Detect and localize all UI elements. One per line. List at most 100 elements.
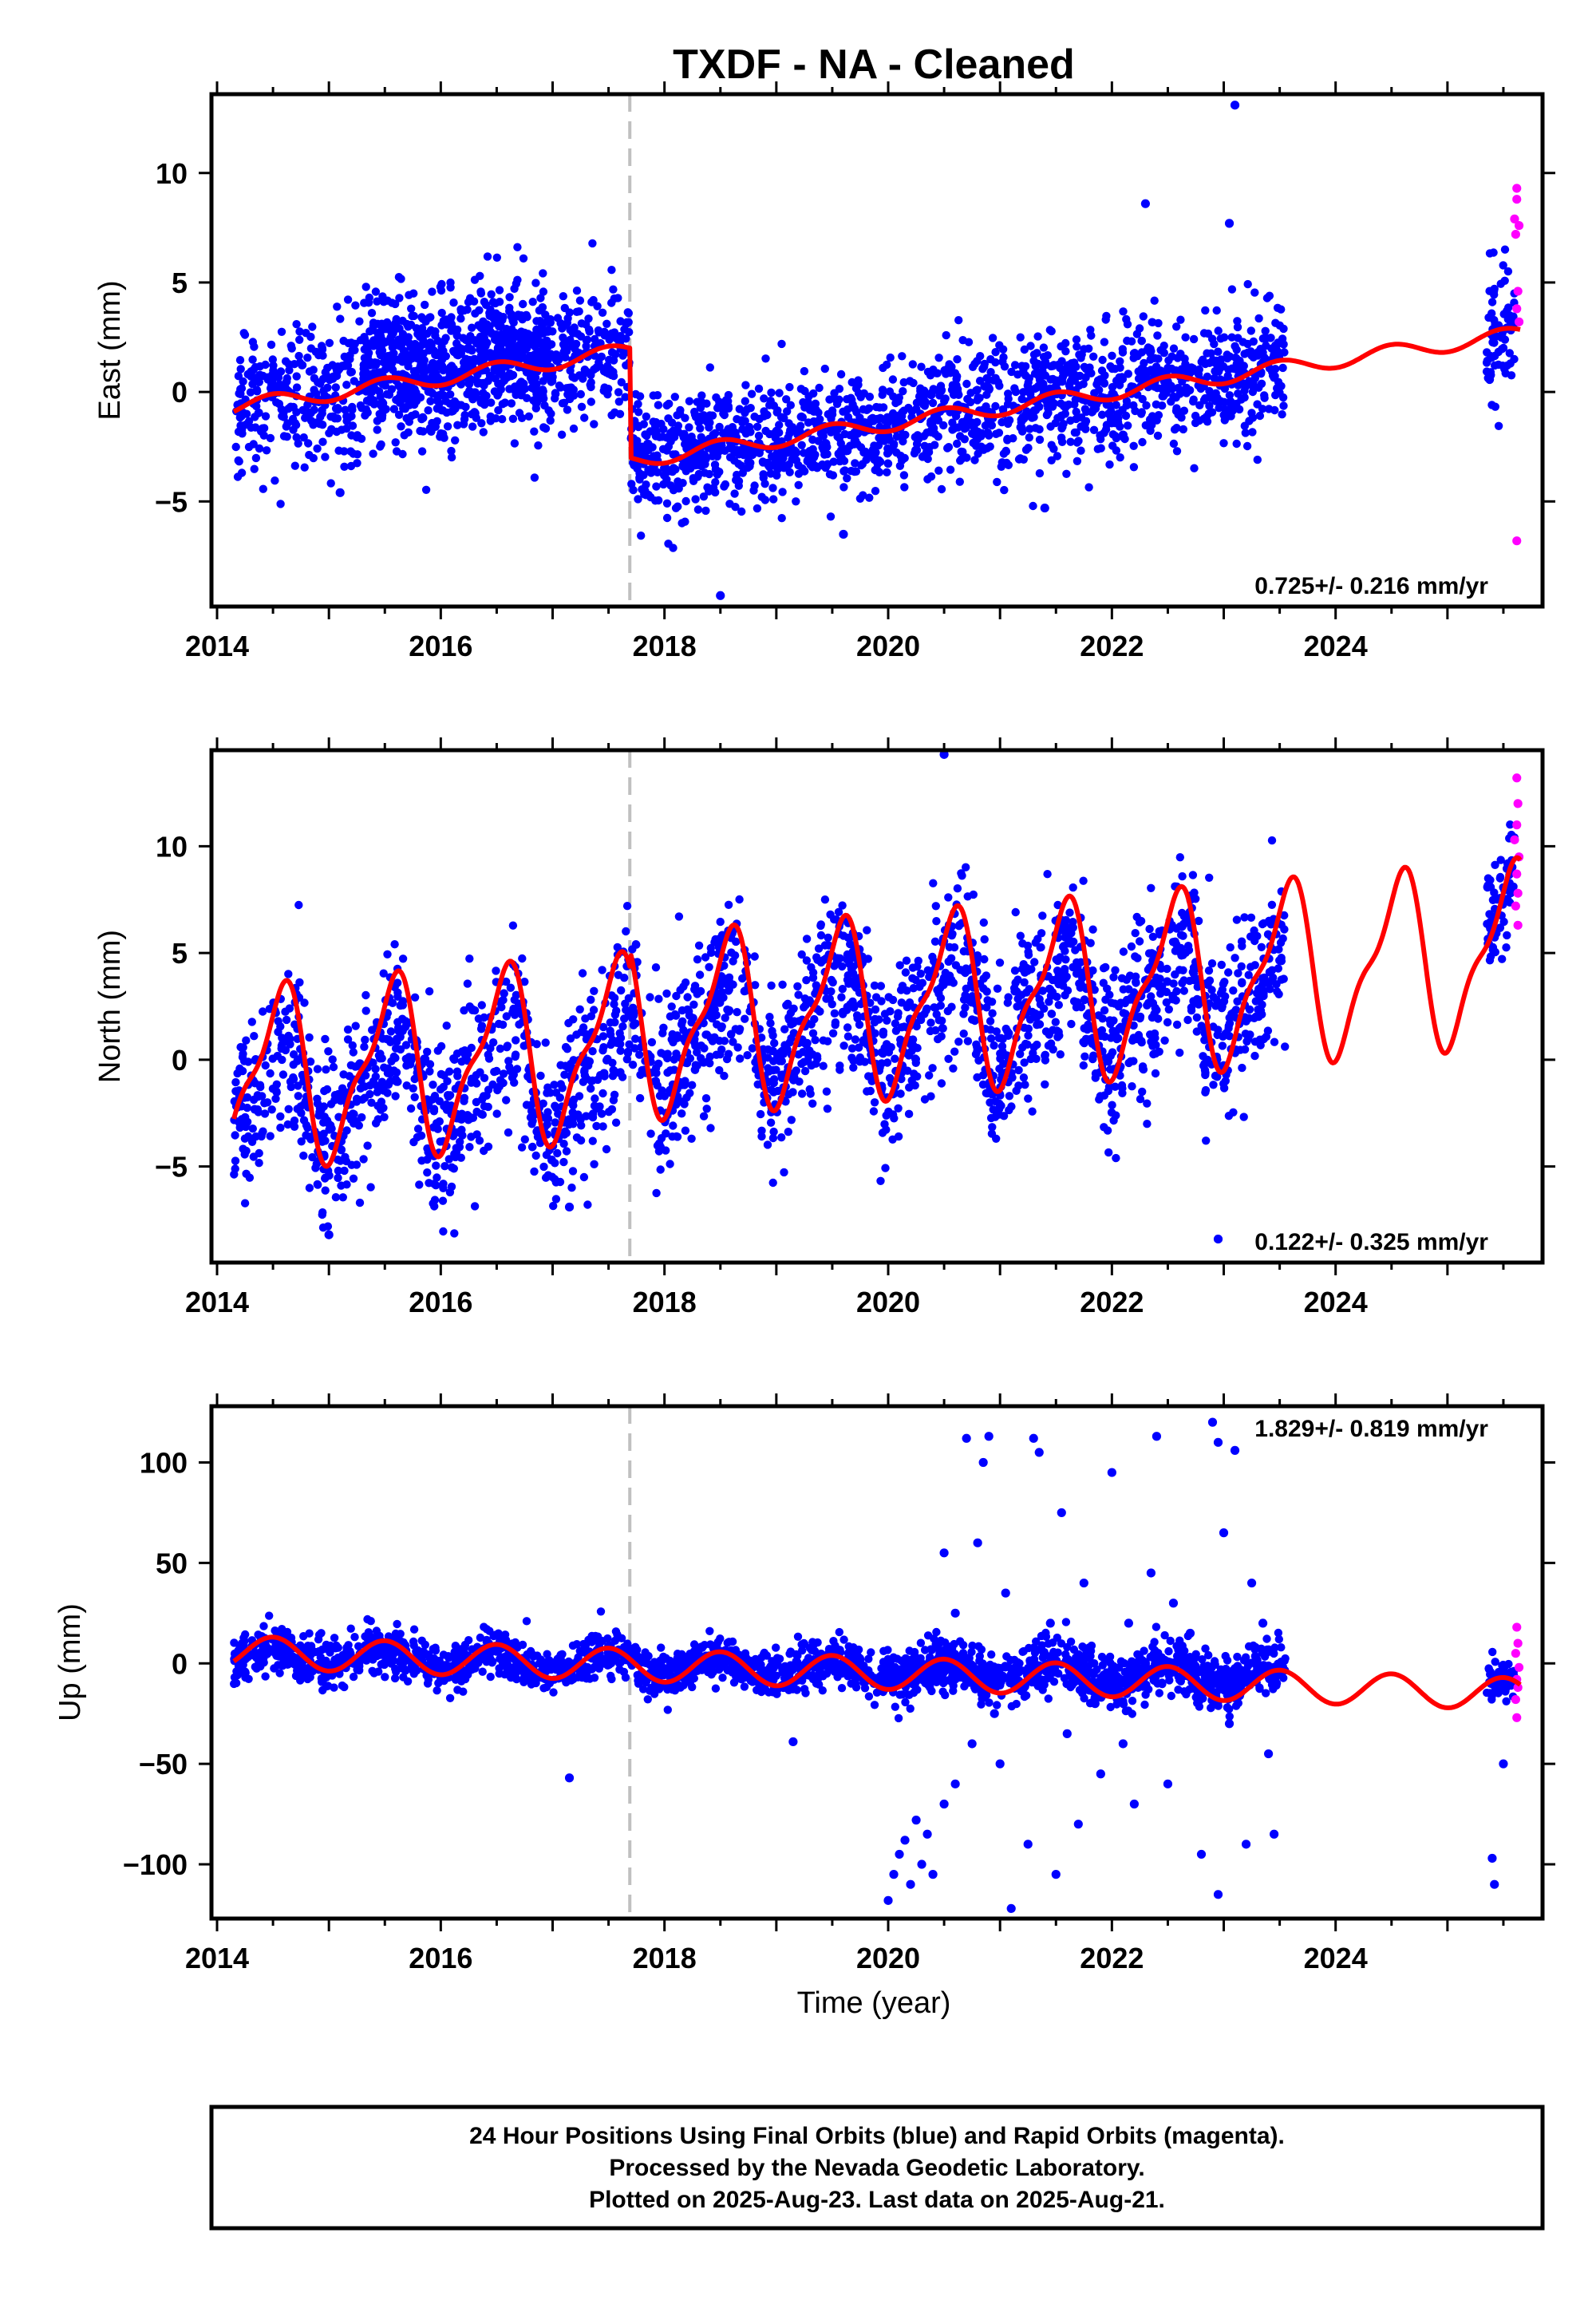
final-point (835, 385, 844, 393)
final-point (421, 300, 429, 310)
final-point (569, 1120, 578, 1128)
final-point (423, 1144, 432, 1153)
final-point (662, 513, 672, 523)
final-point (492, 253, 501, 262)
final-point (1172, 1020, 1182, 1030)
final-point (449, 1164, 458, 1173)
final-point (1009, 434, 1017, 443)
final-point (827, 414, 836, 423)
final-point (804, 397, 812, 406)
final-point (991, 401, 1000, 411)
final-point (800, 1066, 810, 1076)
final-point (397, 275, 405, 283)
final-point (369, 449, 377, 458)
final-point (333, 414, 342, 423)
final-outlier-point (1140, 199, 1151, 208)
final-point (342, 381, 351, 389)
final-point (730, 445, 739, 454)
final-point (1264, 405, 1274, 413)
final-point (1041, 357, 1050, 366)
final-point (499, 1069, 508, 1078)
final-point (869, 1107, 879, 1116)
final-outlier-point (335, 488, 345, 497)
y-tick-label: 10 (156, 157, 188, 190)
final-point (697, 391, 706, 400)
final-point (893, 1012, 903, 1021)
final-point (883, 360, 891, 370)
final-point (830, 1009, 839, 1018)
final-point (450, 1055, 459, 1065)
final-point (1039, 343, 1049, 352)
final-point (376, 1049, 385, 1058)
final-point (828, 427, 838, 436)
final-point (235, 1123, 244, 1132)
final-point (1214, 326, 1223, 335)
final-point (319, 1129, 328, 1138)
final-point (1195, 401, 1204, 409)
final-point (350, 1119, 358, 1128)
final-point (231, 1131, 239, 1140)
final-point (1150, 296, 1159, 305)
final-point (813, 955, 822, 965)
final-point (409, 289, 418, 298)
final-point (558, 324, 567, 333)
final-point (671, 450, 680, 459)
final-point (314, 377, 322, 387)
final-point (1229, 986, 1238, 995)
final-point (1103, 984, 1112, 994)
final-point (265, 1005, 274, 1014)
final-point (388, 366, 397, 374)
final-point (440, 365, 448, 373)
final-point (1262, 342, 1270, 350)
final-point (428, 372, 437, 381)
final-point (825, 395, 834, 404)
final-point (560, 303, 569, 313)
final-point (876, 1176, 885, 1186)
final-point (899, 377, 908, 387)
final-point (666, 1160, 674, 1168)
final-point (234, 427, 243, 437)
final-point (467, 1043, 476, 1053)
final-point (471, 388, 480, 397)
final-point (423, 1168, 432, 1177)
final-point (399, 346, 408, 355)
final-point (295, 327, 304, 336)
final-point (999, 353, 1008, 362)
final-point (1056, 1050, 1065, 1059)
final-point (389, 349, 398, 358)
final-point (753, 447, 762, 456)
final-point (1080, 345, 1088, 354)
final-point (485, 371, 495, 380)
final-point (606, 1026, 614, 1035)
final-point (885, 1073, 895, 1083)
final-point (982, 373, 991, 383)
final-point (1043, 351, 1053, 360)
final-point (373, 1088, 382, 1097)
final-point (460, 306, 468, 315)
final-point (502, 1012, 511, 1021)
final-point (870, 1098, 879, 1107)
final-point (836, 456, 844, 466)
final-point (746, 428, 755, 437)
final-point (618, 1073, 627, 1081)
final-point (413, 1124, 423, 1133)
final-point (300, 463, 309, 472)
final-point (1003, 419, 1013, 429)
final-point (1065, 381, 1074, 390)
final-point (436, 433, 444, 441)
final-point (735, 895, 744, 904)
final-point (494, 405, 503, 415)
final-point (921, 389, 930, 398)
final-point (1235, 405, 1244, 414)
final-point (456, 314, 465, 323)
final-point (498, 400, 507, 409)
final-point (377, 342, 386, 350)
final-point (871, 453, 879, 463)
final-point (590, 1160, 598, 1169)
final-point (1281, 1042, 1290, 1051)
final-point (1237, 395, 1246, 404)
final-point (557, 430, 567, 439)
final-point (1020, 413, 1029, 422)
final-point (1263, 930, 1273, 939)
final-point (527, 1120, 536, 1128)
